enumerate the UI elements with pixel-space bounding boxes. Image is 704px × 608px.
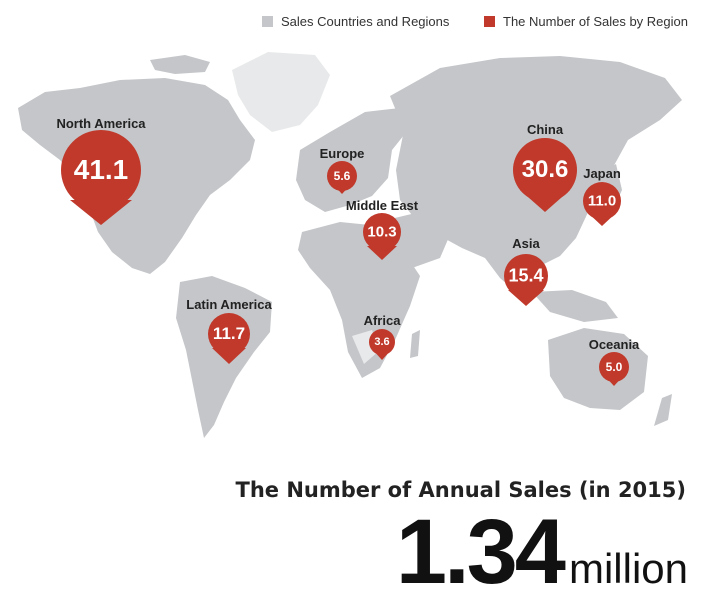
value-middle-east: 10.3 bbox=[367, 223, 397, 241]
label-middle-east: Middle East bbox=[345, 198, 419, 213]
annual-sales-title: The Number of Annual Sales (in 2015) bbox=[235, 478, 687, 502]
world-map bbox=[18, 52, 682, 438]
landmass-new-zealand bbox=[654, 394, 672, 426]
value-europe: 5.6 bbox=[333, 169, 351, 183]
legend-countries: Sales Countries and Regions bbox=[262, 14, 449, 29]
label-china: China bbox=[526, 122, 564, 137]
landmass-uk bbox=[306, 158, 318, 182]
legend-swatch-red bbox=[484, 16, 495, 27]
label-oceania: Oceania bbox=[588, 337, 640, 352]
landmass-north-america bbox=[18, 78, 255, 274]
total-unit: million bbox=[568, 545, 688, 592]
value-latin-america: 11.7 bbox=[212, 324, 246, 343]
label-latin-america: Latin America bbox=[186, 297, 272, 312]
landmass-se-asia bbox=[532, 290, 618, 322]
label-europe: Europe bbox=[319, 146, 365, 161]
value-africa: 3.6 bbox=[374, 336, 390, 348]
value-japan: 11.0 bbox=[587, 192, 617, 210]
landmass-arctic-islands bbox=[150, 55, 210, 74]
legend-swatch-gray bbox=[262, 16, 273, 27]
landmass-greenland bbox=[232, 52, 330, 132]
legend-countries-label: Sales Countries and Regions bbox=[281, 14, 450, 29]
label-asia: Asia bbox=[512, 236, 540, 251]
legend-sales-label: The Number of Sales by Region bbox=[503, 14, 688, 29]
landmass-madagascar bbox=[410, 330, 420, 358]
label-north-america: North America bbox=[56, 116, 146, 131]
landmass-europe bbox=[296, 108, 408, 212]
landmass-australia bbox=[548, 328, 648, 410]
total-number: 1.34 bbox=[395, 501, 566, 603]
legend-sales: The Number of Sales by Region bbox=[484, 14, 688, 29]
label-africa: Africa bbox=[363, 313, 401, 328]
value-oceania: 5.0 bbox=[605, 360, 623, 374]
value-china: 30.6 bbox=[521, 156, 569, 183]
label-japan: Japan bbox=[583, 166, 621, 181]
value-asia: 15.4 bbox=[508, 265, 544, 286]
annual-sales-total: 1.34 million bbox=[396, 500, 688, 605]
value-north-america: 41.1 bbox=[73, 154, 129, 185]
